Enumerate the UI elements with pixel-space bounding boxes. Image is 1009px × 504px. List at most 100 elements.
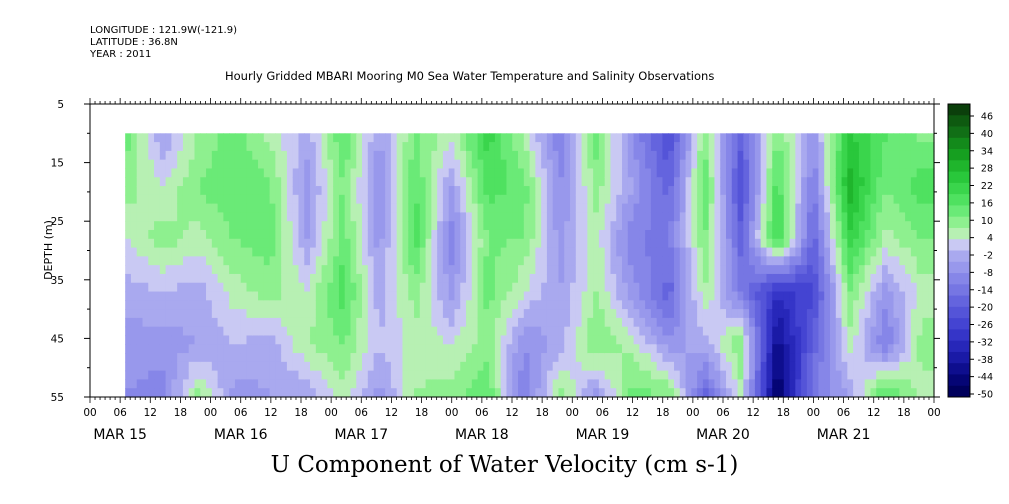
heatmap-cell bbox=[662, 282, 669, 293]
heatmap-cell bbox=[789, 247, 796, 257]
heatmap-cell bbox=[720, 344, 727, 354]
heatmap-cell bbox=[795, 177, 802, 187]
heatmap-cell bbox=[529, 168, 536, 178]
heatmap-cell bbox=[598, 326, 606, 337]
heatmap-cell bbox=[182, 326, 190, 337]
heatmap-cell bbox=[633, 150, 640, 161]
heatmap-cell bbox=[154, 282, 161, 293]
x-hour-label: 12 bbox=[626, 407, 639, 419]
heatmap-cell bbox=[876, 238, 883, 249]
heatmap-cell bbox=[298, 194, 305, 205]
heatmap-cell bbox=[188, 133, 196, 143]
heatmap-cell bbox=[876, 133, 883, 143]
heatmap-cell bbox=[830, 291, 837, 301]
heatmap-cell bbox=[610, 168, 617, 178]
heatmap-cell bbox=[824, 159, 831, 170]
heatmap-cell bbox=[229, 186, 236, 196]
heatmap-cell bbox=[159, 335, 167, 345]
heatmap-cell bbox=[697, 388, 704, 398]
heatmap-cell bbox=[275, 256, 282, 266]
heatmap-cell bbox=[616, 353, 623, 363]
heatmap-cell bbox=[240, 265, 248, 275]
heatmap-cell bbox=[835, 221, 843, 231]
heatmap-cell bbox=[772, 221, 779, 231]
heatmap-cell bbox=[367, 300, 375, 310]
heatmap-cell bbox=[674, 273, 681, 284]
heatmap-cell bbox=[910, 186, 918, 196]
heatmap-cell bbox=[656, 326, 664, 337]
heatmap-cell bbox=[685, 159, 692, 170]
heatmap-cell bbox=[887, 317, 895, 328]
heatmap-cell bbox=[656, 388, 664, 398]
heatmap-cell bbox=[783, 177, 791, 187]
heatmap-cell bbox=[662, 317, 669, 328]
heatmap-cell bbox=[685, 309, 692, 319]
heatmap-cell bbox=[194, 379, 201, 389]
heatmap-cell bbox=[142, 388, 149, 398]
heatmap-cell bbox=[841, 168, 848, 178]
heatmap-cell bbox=[806, 344, 814, 354]
heatmap-cell bbox=[494, 186, 502, 196]
heatmap-cell bbox=[835, 291, 843, 301]
heatmap-cell bbox=[529, 256, 536, 266]
heatmap-cell bbox=[899, 291, 906, 301]
heatmap-cell bbox=[876, 317, 883, 328]
heatmap-cell bbox=[483, 265, 490, 275]
heatmap-cell bbox=[887, 282, 895, 293]
heatmap-cell bbox=[200, 379, 207, 389]
heatmap-cell bbox=[414, 388, 421, 398]
heatmap-cell bbox=[795, 300, 802, 310]
heatmap-cell bbox=[558, 186, 565, 196]
heatmap-cell bbox=[217, 133, 224, 143]
heatmap-cell bbox=[460, 300, 467, 310]
heatmap-cell bbox=[922, 238, 929, 249]
heatmap-cell bbox=[327, 326, 334, 337]
x-day-label: MAR 15 bbox=[93, 427, 147, 443]
heatmap-cell bbox=[437, 265, 444, 275]
heatmap-cell bbox=[864, 273, 872, 284]
heatmap-cell bbox=[165, 282, 172, 293]
heatmap-cell bbox=[333, 212, 340, 222]
heatmap-cell bbox=[373, 212, 380, 222]
heatmap-cell bbox=[587, 168, 594, 178]
heatmap-cell bbox=[142, 300, 149, 310]
heatmap-cell bbox=[448, 221, 456, 231]
heatmap-cell bbox=[858, 282, 866, 293]
heatmap-cell bbox=[385, 168, 392, 178]
heatmap-cell bbox=[194, 317, 201, 328]
heatmap-cell bbox=[437, 317, 444, 328]
heatmap-cell bbox=[910, 203, 918, 214]
heatmap-cell bbox=[760, 326, 768, 337]
heatmap-cell bbox=[125, 159, 132, 170]
heatmap-cell bbox=[466, 229, 473, 240]
heatmap-cell bbox=[229, 142, 236, 152]
heatmap-cell bbox=[252, 300, 259, 310]
heatmap-cell bbox=[916, 273, 924, 284]
heatmap-cell bbox=[847, 247, 854, 257]
heatmap-cell bbox=[234, 150, 242, 161]
heatmap-cell bbox=[165, 300, 172, 310]
heatmap-cell bbox=[512, 256, 519, 266]
heatmap-cell bbox=[546, 291, 554, 301]
heatmap-cell bbox=[916, 194, 924, 205]
heatmap-cell bbox=[442, 256, 450, 266]
heatmap-cell bbox=[627, 353, 635, 363]
heatmap-cell bbox=[136, 238, 144, 249]
heatmap-cell bbox=[841, 309, 848, 319]
heatmap-cell bbox=[598, 361, 606, 372]
heatmap-cell bbox=[194, 335, 201, 345]
heatmap-cell bbox=[853, 256, 860, 266]
heatmap-cell bbox=[882, 291, 889, 301]
heatmap-cell bbox=[737, 256, 744, 266]
heatmap-cell bbox=[876, 229, 883, 240]
heatmap-cell bbox=[558, 238, 565, 249]
heatmap-cell bbox=[627, 256, 635, 266]
heatmap-cell bbox=[442, 186, 450, 196]
heatmap-cell bbox=[882, 335, 889, 345]
heatmap-cell bbox=[928, 150, 935, 161]
heatmap-cell bbox=[772, 265, 779, 275]
heatmap-cell bbox=[419, 335, 427, 345]
heatmap-cell bbox=[211, 212, 219, 222]
heatmap-cell bbox=[188, 291, 196, 301]
heatmap-cell bbox=[350, 335, 357, 345]
